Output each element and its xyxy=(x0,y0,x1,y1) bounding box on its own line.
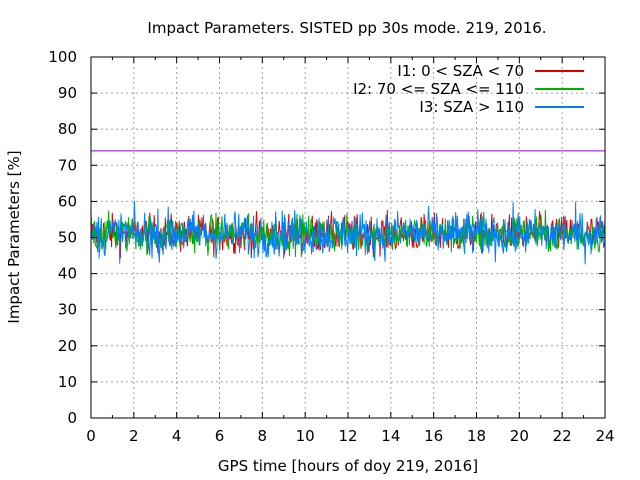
y-tick-label: 80 xyxy=(58,120,77,138)
y-axis-label: Impact Parameters [%] xyxy=(5,150,23,323)
chart-title: Impact Parameters. SISTED pp 30s mode. 2… xyxy=(147,19,546,37)
x-tick-label: 4 xyxy=(172,427,182,445)
y-tick-label: 0 xyxy=(67,409,77,427)
x-tick-label: 20 xyxy=(510,427,529,445)
y-tick-label: 20 xyxy=(58,337,77,355)
y-tick-label: 90 xyxy=(58,84,77,102)
y-tick-label: 100 xyxy=(48,48,77,66)
x-tick-label: 12 xyxy=(338,427,357,445)
x-tick-label: 6 xyxy=(215,427,225,445)
y-tick-label: 60 xyxy=(58,192,77,210)
y-tick-label: 30 xyxy=(58,301,77,319)
y-tick-label: 50 xyxy=(58,229,77,247)
x-tick-label: 22 xyxy=(553,427,572,445)
series-line-3 xyxy=(90,200,606,265)
x-tick-label: 10 xyxy=(296,427,315,445)
x-tick-label: 14 xyxy=(381,427,400,445)
x-tick-label: 16 xyxy=(424,427,443,445)
y-tick-label: 40 xyxy=(58,265,77,283)
x-tick-label: 0 xyxy=(86,427,96,445)
y-tick-label: 10 xyxy=(58,373,77,391)
x-tick-label: 24 xyxy=(595,427,614,445)
x-tick-label: 8 xyxy=(258,427,268,445)
y-tick-label: 70 xyxy=(58,156,77,174)
x-axis-label: GPS time [hours of doy 219, 2016] xyxy=(218,457,478,475)
x-tick-label: 18 xyxy=(467,427,486,445)
series-group xyxy=(90,200,606,265)
x-tick-label: 2 xyxy=(129,427,139,445)
legend-label-3: I3: SZA > 110 xyxy=(419,98,524,116)
legend-label-1: I1: 0 < SZA < 70 xyxy=(397,62,524,80)
legend-label-2: I2: 70 <= SZA <= 110 xyxy=(353,80,524,98)
